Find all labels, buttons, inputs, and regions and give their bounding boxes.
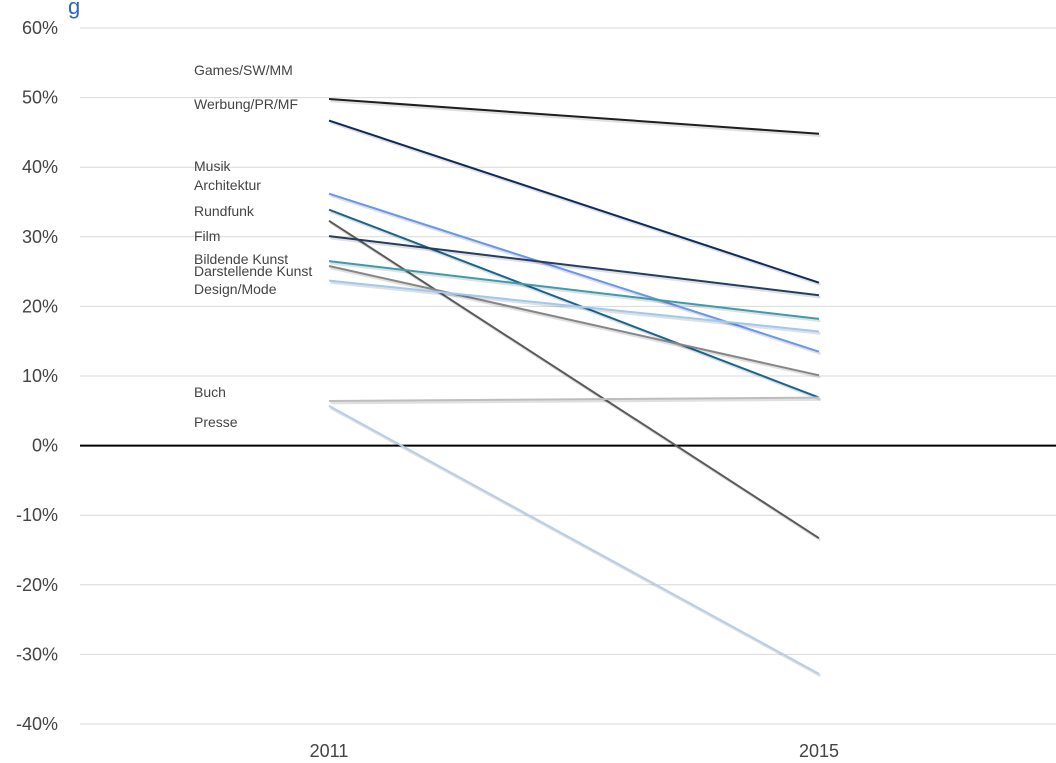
y-tick-label: 60% [22, 18, 58, 38]
y-tick-label: 40% [22, 157, 58, 177]
series-label: Musik [194, 158, 232, 174]
y-tick-label: -40% [16, 714, 58, 734]
series-line [328, 219, 820, 540]
series-label: Film [194, 228, 220, 244]
y-tick-label: 0% [32, 436, 58, 456]
series-label: Games/SW/MM [194, 62, 293, 78]
y-tick-label: -10% [16, 505, 58, 525]
series-line-shadow [330, 266, 821, 379]
series-label: Rundfunk [194, 203, 255, 219]
series-line [328, 265, 820, 377]
series-line [328, 192, 820, 353]
y-tick-label: 20% [22, 296, 58, 316]
series-line-shadow [330, 121, 821, 286]
series-line-shadow [330, 99, 821, 138]
series-line [328, 235, 820, 297]
series-label: Darstellende Kunst [194, 263, 312, 279]
series-label: Design/Mode [194, 281, 277, 297]
x-tick-label: 2011 [310, 741, 349, 761]
series-line-shadow [330, 281, 821, 335]
series-line [328, 279, 820, 333]
y-tick-label: 30% [22, 227, 58, 247]
y-tick-label: 10% [22, 366, 58, 386]
series-layer [328, 97, 822, 677]
y-tick-label: -20% [16, 575, 58, 595]
series-line-shadow [329, 406, 822, 677]
label-layer: Games/SW/MM Werbung/PR/MF Musik Architektur… [194, 62, 312, 430]
series-label: Buch [194, 384, 226, 400]
series-label: Bildende Kunst [194, 251, 288, 267]
series-line-shadow [330, 194, 821, 355]
series-line [328, 260, 820, 320]
series-line-shadow [330, 261, 821, 323]
series-line [328, 405, 820, 675]
series-line [328, 119, 820, 284]
chart-title-fragment: g [68, 0, 80, 19]
y-tick-label: 50% [22, 88, 58, 108]
y-tick-label: -30% [16, 644, 58, 664]
series-line [328, 396, 820, 403]
series-line [328, 97, 820, 135]
series-line-shadow [330, 236, 821, 299]
series-label: Presse [194, 414, 238, 430]
series-label: Architektur [194, 177, 261, 193]
series-line [328, 208, 820, 399]
series-line-shadow [330, 398, 821, 405]
series-label: Werbung/PR/MF [194, 96, 298, 112]
x-tick-label: 2015 [799, 741, 839, 761]
axis-layer: 60% 50% 40% 30% 20% 10% 0% -10% -20% -30% -40% 2011… [16, 18, 839, 761]
